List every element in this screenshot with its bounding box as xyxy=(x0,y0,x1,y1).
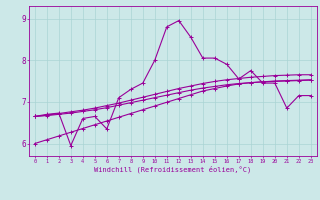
X-axis label: Windchill (Refroidissement éolien,°C): Windchill (Refroidissement éolien,°C) xyxy=(94,165,252,173)
